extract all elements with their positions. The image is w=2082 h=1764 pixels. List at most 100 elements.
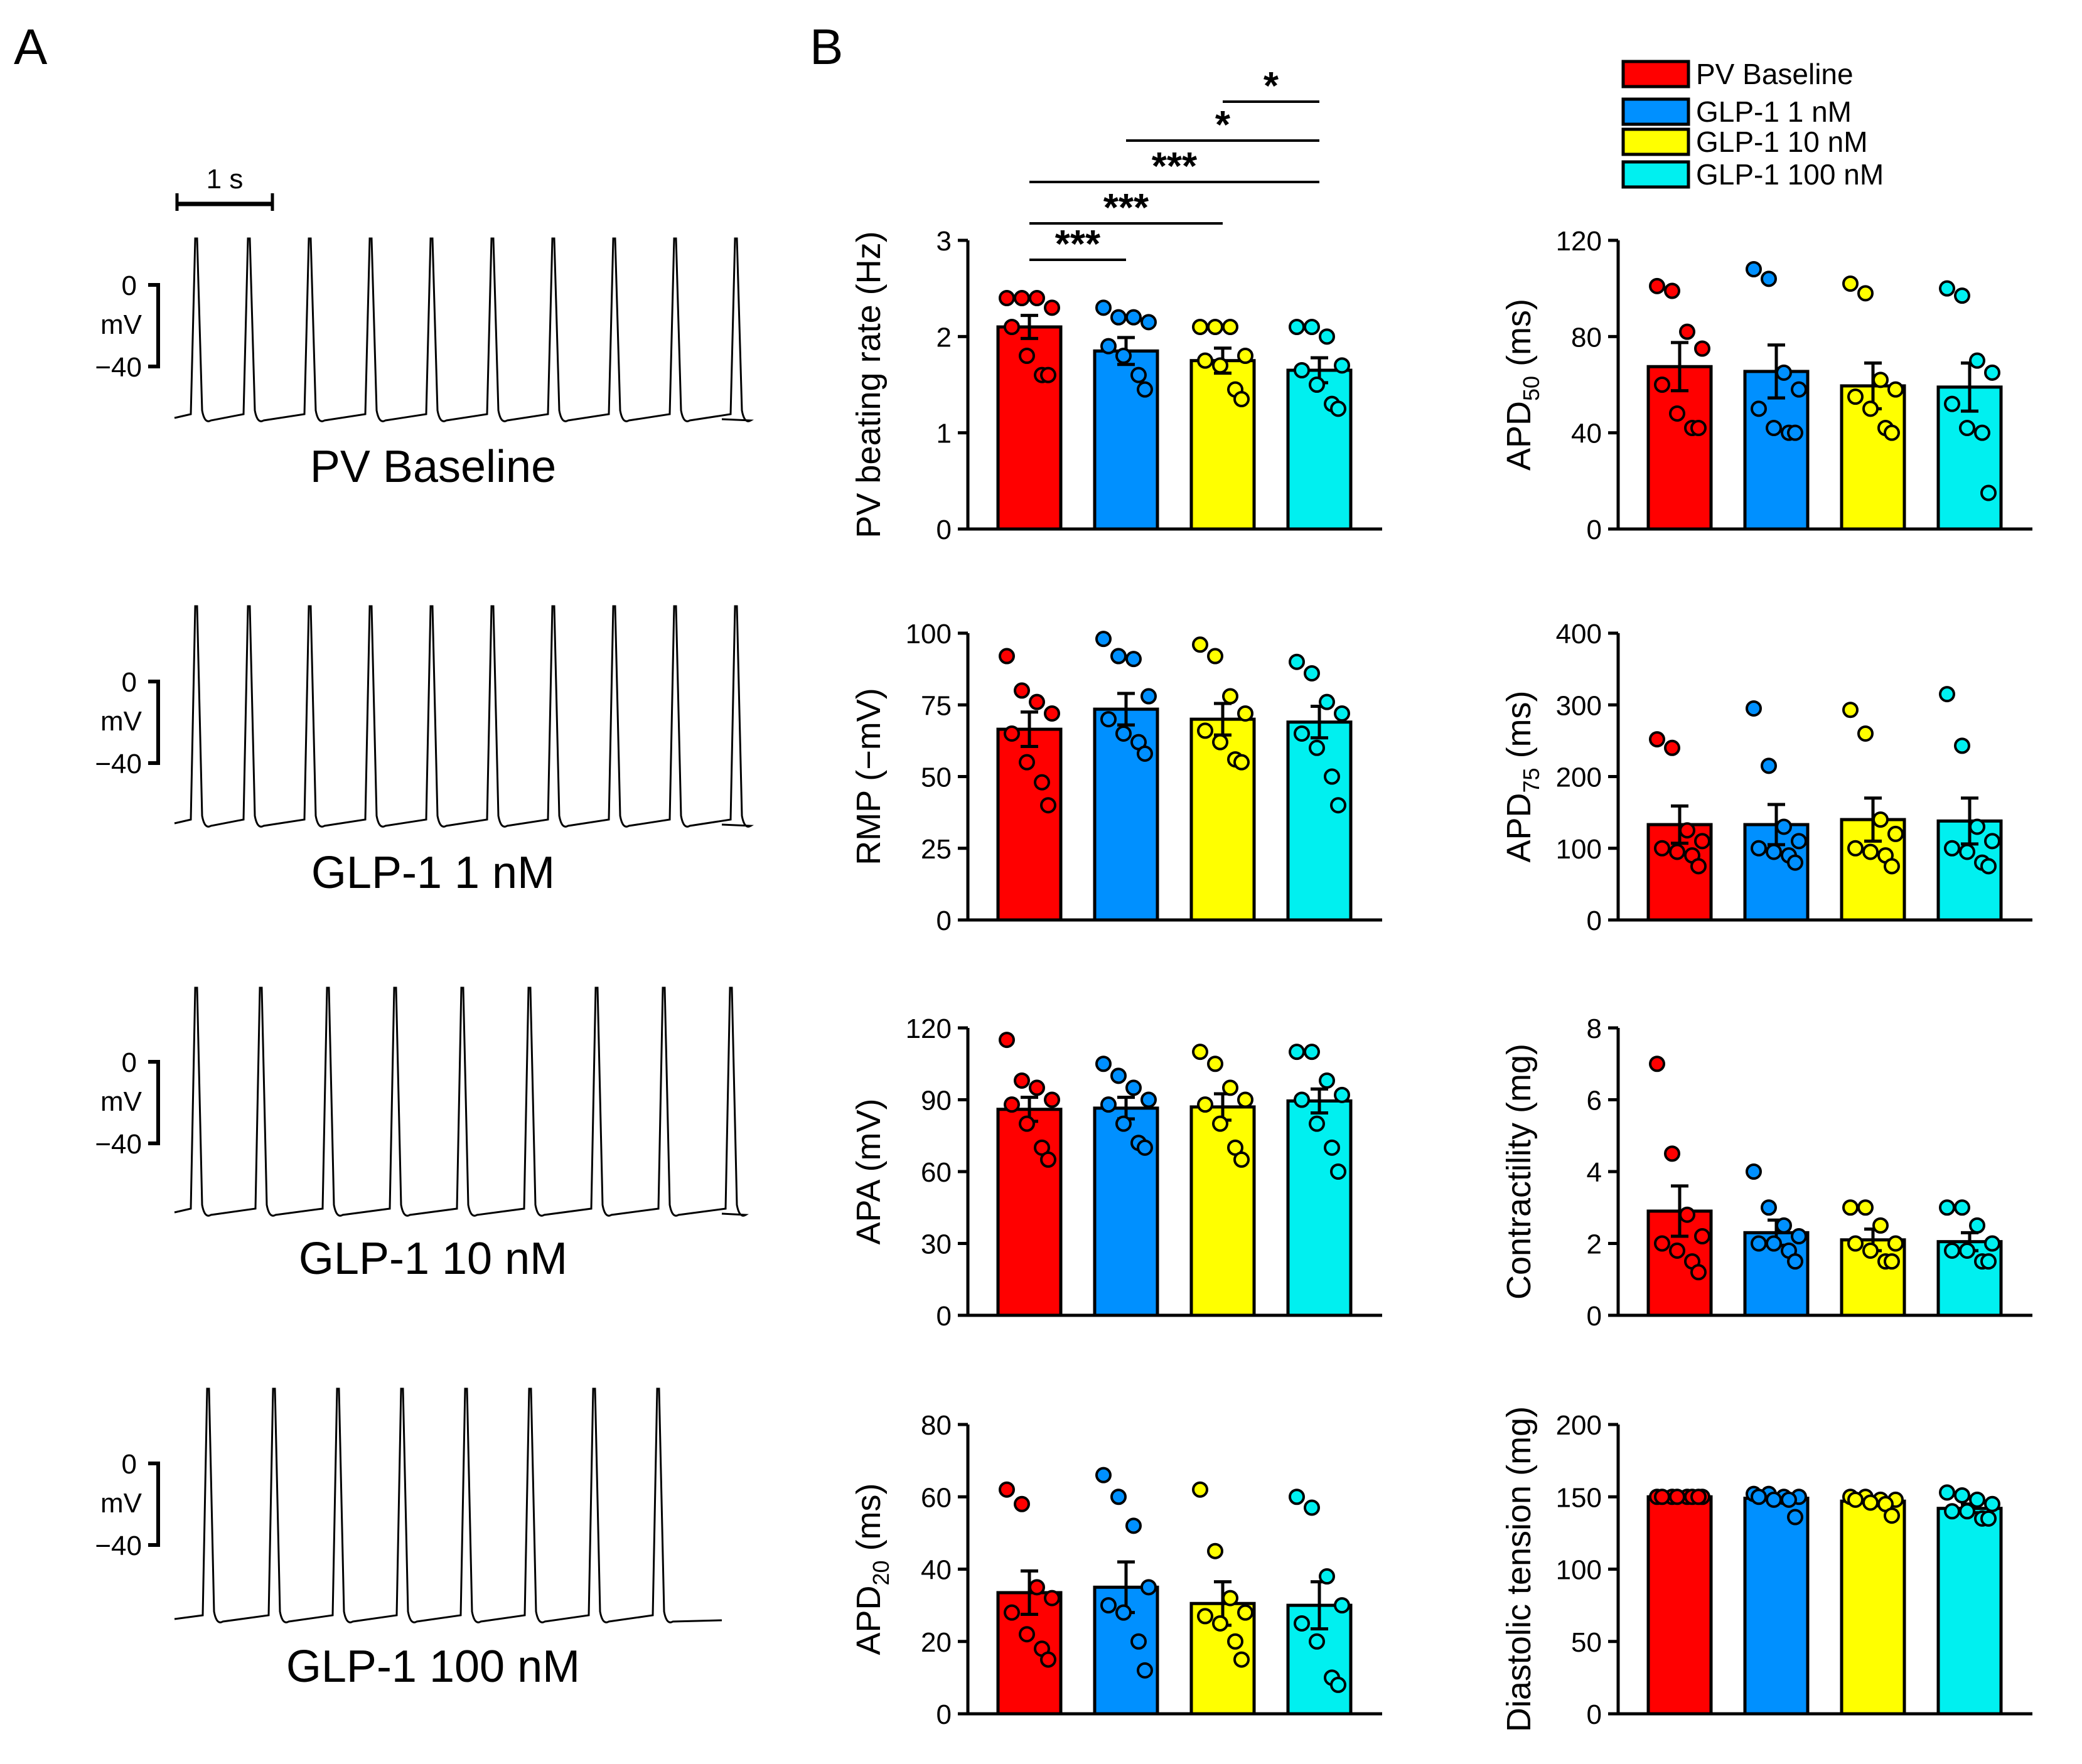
data-point bbox=[1029, 693, 1045, 710]
data-point bbox=[1791, 381, 1807, 398]
data-point bbox=[1304, 1499, 1320, 1516]
mv-scale-top: 0 bbox=[122, 1047, 137, 1078]
data-point bbox=[1664, 1145, 1680, 1162]
data-point bbox=[1040, 1151, 1056, 1168]
data-point bbox=[1100, 1597, 1117, 1614]
data-point bbox=[1309, 1115, 1325, 1132]
bar-apd50-0 bbox=[1646, 365, 1713, 531]
data-point bbox=[1207, 1542, 1223, 1559]
data-point bbox=[1959, 843, 1975, 860]
data-point bbox=[1751, 1235, 1767, 1252]
y-axis-label: Contractility (mg) bbox=[1500, 1044, 1538, 1300]
data-point bbox=[1289, 319, 1305, 335]
y-tick-label: 40 bbox=[921, 1555, 952, 1586]
data-point bbox=[1776, 818, 1792, 835]
legend-swatch-1nm bbox=[1621, 97, 1690, 126]
error-bar bbox=[1671, 1184, 1688, 1238]
mv-scale-unit: mV bbox=[100, 1488, 142, 1519]
y-tick-label: 80 bbox=[1571, 322, 1602, 353]
mv-scale-top: 0 bbox=[122, 270, 137, 301]
data-point bbox=[1847, 1491, 1864, 1508]
data-point bbox=[1110, 1067, 1127, 1084]
mv-scale-unit: mV bbox=[100, 309, 142, 340]
data-point bbox=[1192, 319, 1208, 335]
mv-scale-unit: mV bbox=[100, 706, 142, 737]
legend-label-10nm: GLP-1 10 nM bbox=[1696, 126, 1868, 158]
data-point bbox=[1944, 1242, 1960, 1259]
data-point bbox=[1884, 1507, 1900, 1524]
significance-brackets: *********** bbox=[1029, 65, 1319, 266]
data-point bbox=[1746, 700, 1762, 717]
data-point bbox=[1690, 1264, 1707, 1281]
data-point bbox=[1309, 377, 1325, 393]
data-point bbox=[1862, 400, 1879, 417]
data-point bbox=[1969, 1217, 1985, 1234]
y-tick-label: 0 bbox=[1587, 1301, 1602, 1332]
data-point bbox=[1694, 1228, 1710, 1245]
data-point bbox=[999, 1032, 1015, 1049]
data-point bbox=[1954, 1199, 1970, 1216]
y-tick-label: 8 bbox=[1587, 1013, 1602, 1044]
time-scale-bar: 1 s bbox=[175, 164, 274, 211]
legend-swatch-baseline bbox=[1621, 60, 1690, 88]
bar-tension-2 bbox=[1840, 1499, 1906, 1716]
y-tick-label: 120 bbox=[906, 1013, 952, 1044]
data-point bbox=[1654, 1489, 1670, 1505]
data-point bbox=[1319, 693, 1335, 710]
trace-0: 0 mV −40 PV Baseline bbox=[95, 237, 754, 492]
y-tick-label: 75 bbox=[921, 690, 952, 721]
y-tick-label: 0 bbox=[936, 906, 952, 936]
data-point bbox=[1954, 287, 1970, 304]
data-point bbox=[1222, 1079, 1238, 1096]
y-tick-label: 400 bbox=[1556, 619, 1602, 649]
data-point bbox=[1140, 314, 1157, 331]
data-point bbox=[1140, 1091, 1157, 1108]
y-axis-label: APA (mV) bbox=[850, 1098, 888, 1244]
error-bar bbox=[1021, 710, 1038, 749]
y-tick-label: 0 bbox=[1587, 906, 1602, 936]
y-tick-label: 0 bbox=[1587, 515, 1602, 545]
chart-contractility: 0 2 4 6 8 Contractility (mg) bbox=[1500, 1013, 2032, 1332]
data-point bbox=[1324, 768, 1340, 785]
data-point bbox=[1019, 348, 1035, 364]
trace-caption: GLP-1 1 nM bbox=[311, 848, 555, 898]
data-point bbox=[1787, 424, 1803, 441]
data-point bbox=[1095, 631, 1112, 648]
error-bar bbox=[1671, 804, 1688, 845]
data-point bbox=[1014, 1072, 1030, 1089]
data-point bbox=[1294, 725, 1310, 742]
data-point bbox=[1776, 1217, 1792, 1234]
trace-caption: GLP-1 10 nM bbox=[299, 1234, 567, 1284]
data-point bbox=[1044, 1590, 1060, 1606]
data-point bbox=[1019, 1115, 1035, 1132]
bar-rate-3 bbox=[1286, 368, 1353, 531]
data-point bbox=[1115, 1604, 1132, 1621]
data-point bbox=[1984, 833, 2000, 850]
data-point bbox=[1761, 270, 1777, 287]
data-point bbox=[1761, 757, 1777, 774]
data-point bbox=[1019, 754, 1035, 771]
mv-scale-unit: mV bbox=[100, 1086, 142, 1117]
data-point bbox=[1984, 1235, 2000, 1252]
data-point bbox=[1746, 261, 1762, 277]
y-tick-label: 30 bbox=[921, 1229, 952, 1260]
data-point bbox=[1197, 722, 1213, 739]
mv-scale-bottom: −40 bbox=[95, 749, 142, 779]
data-point bbox=[1309, 1633, 1325, 1650]
data-point bbox=[1137, 1662, 1153, 1679]
data-point bbox=[1654, 1235, 1670, 1252]
data-point bbox=[1842, 1199, 1859, 1216]
data-point bbox=[1125, 309, 1142, 326]
data-point bbox=[1309, 739, 1325, 756]
data-point bbox=[1969, 352, 1985, 369]
data-point bbox=[1334, 705, 1350, 722]
data-point bbox=[1034, 774, 1050, 791]
data-point bbox=[1040, 797, 1056, 814]
trace-line bbox=[174, 605, 754, 828]
y-tick-label: 25 bbox=[921, 834, 952, 865]
data-point bbox=[1751, 840, 1767, 857]
data-point bbox=[1746, 1163, 1762, 1180]
data-point bbox=[1125, 651, 1142, 668]
significance-label: *** bbox=[1055, 223, 1101, 266]
